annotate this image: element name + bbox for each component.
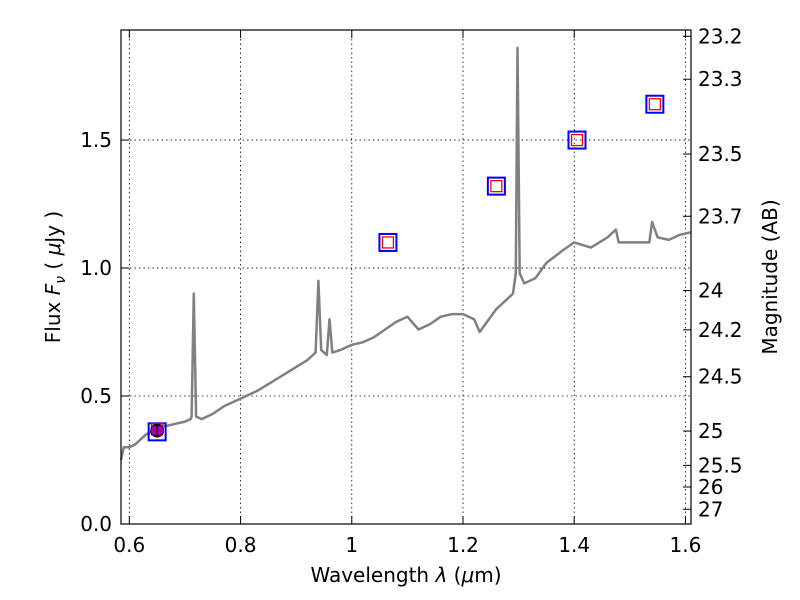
model-photometry-marker	[486, 176, 506, 196]
x-axis-label-symbol: λ	[434, 563, 447, 587]
y-tick-label: 1.5	[80, 128, 112, 152]
x-tick-label: 1.4	[558, 533, 590, 557]
x-tick-label: 1.2	[447, 533, 479, 557]
magnitude-tick-label: 25	[698, 419, 723, 443]
magnitude-tick-label: 23.2	[698, 24, 743, 48]
model-photometry-marker	[645, 94, 665, 114]
x-tick-label: 1.6	[670, 533, 702, 557]
y-axis-label-subscript: ν	[53, 276, 69, 284]
model-photometry-marker	[567, 130, 587, 150]
observed-photometry-marker	[490, 179, 503, 193]
y-axis-label: Flux Fν ( μJy )	[41, 211, 69, 343]
magnitude-tick-label: 24	[698, 279, 723, 303]
magnitude-axis-label: Magnitude (AB)	[758, 199, 782, 354]
magnitude-tick-label: 23.5	[698, 142, 743, 166]
spectrum-line	[119, 46, 692, 461]
x-tick-label: 0.8	[225, 533, 257, 557]
x-axis-label-unit: (	[447, 563, 461, 587]
grid-layer	[121, 30, 691, 524]
y-axis-label-mu: μ	[41, 243, 65, 257]
y-axis-label-unit-open: (	[41, 255, 65, 276]
x-tick-label: 1	[345, 533, 358, 557]
y-axis-label-symbol: F	[41, 283, 65, 295]
y-tick-label: 0.0	[80, 512, 112, 536]
magnitude-tick-label: 23.7	[698, 204, 743, 228]
y-tick-label: 0.5	[80, 384, 112, 408]
magnitude-tick-label: 27	[698, 497, 723, 521]
marker-layer	[147, 94, 665, 442]
magnitude-tick-label: 25.5	[698, 453, 743, 477]
model-photometry-marker	[378, 232, 398, 252]
x-tick-label: 0.6	[113, 533, 145, 557]
observed-photometry-marker	[570, 133, 584, 147]
y-axis-label-prefix: Flux	[41, 295, 65, 343]
observed-photometry-marker	[381, 236, 395, 249]
x-axis-label-mu: μ	[460, 563, 474, 587]
magnitude-tick-label: 24.2	[698, 318, 743, 342]
x-axis-label-unit-end: m)	[474, 563, 501, 587]
x-axis-label-prefix: Wavelength	[310, 563, 435, 587]
y-tick-label: 1.0	[80, 256, 112, 280]
magnitude-tick-label: 23.3	[698, 67, 743, 91]
observed-photometry-marker	[648, 98, 662, 111]
magnitude-tick-label: 26	[698, 475, 723, 499]
magnitude-tick-label: 24.5	[698, 365, 743, 389]
x-axis-label: Wavelength λ (μm)	[310, 563, 501, 587]
plot-frame	[120, 29, 692, 525]
y-axis-label-unit: Jy )	[41, 211, 65, 245]
spectrum-layer	[119, 46, 692, 461]
tick-layer: 0.6 0.8 1 1.2 1.4 1.6 0.0 0.5 1.0 1.5 23.2 23.3 23.5…	[80, 24, 742, 557]
